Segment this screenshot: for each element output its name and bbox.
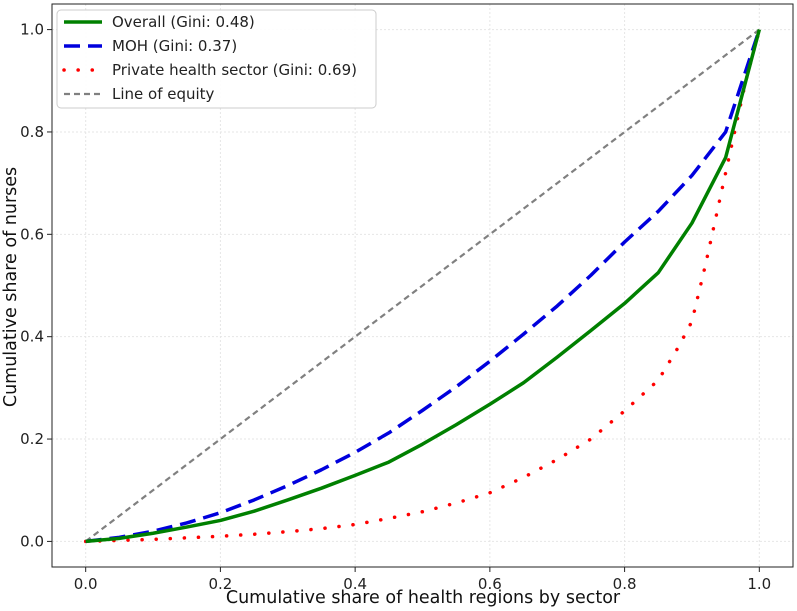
y-tick-label: 0.6 [20,225,44,243]
legend-box [56,9,377,109]
series-line-1 [85,29,761,544]
series-line-2 [83,27,762,544]
x-tick-label: 0.8 [613,575,637,593]
legend-label-2: Private health sector (Gini: 0.69) [112,61,357,79]
legend: Overall (Gini: 0.48) MOH (Gini: 0.37) Priv… [56,9,377,109]
series-line-3 [85,28,760,543]
legend-label-3: Line of equity [112,85,215,103]
x-tick-label: 0.2 [208,575,232,593]
x-tick-label: 0.0 [74,575,98,593]
series-line-0 [85,29,762,544]
legend-entries: Overall (Gini: 0.48) MOH (Gini: 0.37) Priv… [62,13,357,103]
legend-label-0: Overall (Gini: 0.48) [112,13,255,31]
y-tick-label: 0.2 [20,430,44,448]
y-tick-label: 0.8 [20,123,44,141]
legend-label-1: MOH (Gini: 0.37) [112,37,237,55]
x-tick-label: 1.0 [747,575,771,593]
x-axis-label: Cumulative share of health regions by se… [226,588,621,608]
plot-frame [51,3,794,568]
x-tick-label: 0.6 [478,575,502,593]
series [83,27,762,544]
y-tick-label: 1.0 [20,21,44,39]
y-tick-label: 0.0 [20,532,44,550]
y-tick-label: 0.4 [20,328,44,346]
x-tick-label: 0.4 [343,575,367,593]
axis-ticks: 0.0 0.2 0.4 0.6 0.8 1.0 0.0 0.2 0.4 0.6 0.8 1.0 [20,21,771,593]
y-axis-label: Cumulative share of nurses [1,167,21,407]
